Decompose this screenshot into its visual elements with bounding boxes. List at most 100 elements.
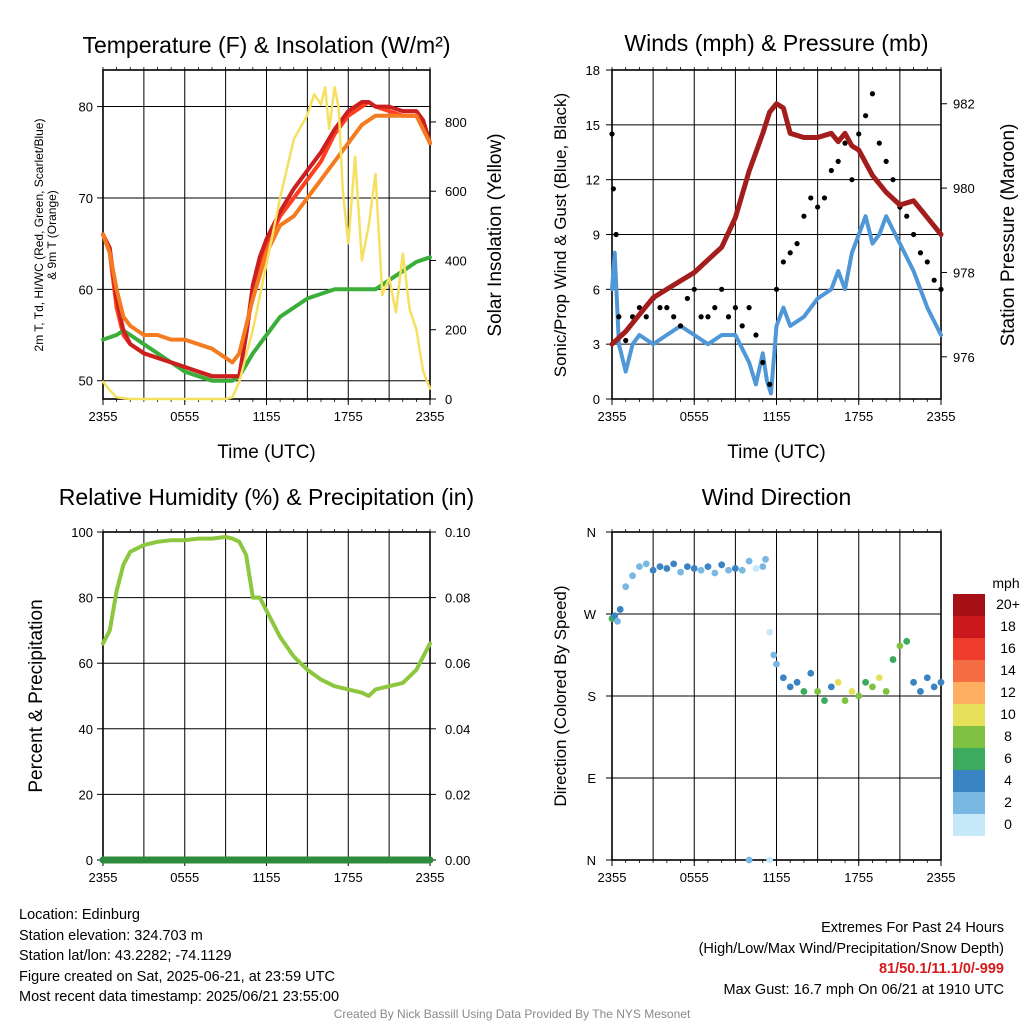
- gust-point: [684, 295, 690, 302]
- extremes-subtitle: (High/Low/Max Wind/Precipitation/Snow De…: [698, 940, 1004, 957]
- direction-point: [614, 617, 621, 625]
- legend-swatch: [953, 638, 985, 660]
- gust-point: [808, 195, 814, 201]
- direction-point: [683, 563, 691, 571]
- gust-point: [924, 259, 930, 265]
- direction-point: [670, 560, 678, 568]
- x-tick-label: 2355: [416, 870, 445, 885]
- y-axis-label-left: & 9m T (Orange): [45, 190, 59, 280]
- chart-title: Temperature (F) & Insolation (W/m²): [82, 32, 450, 58]
- direction-point: [773, 660, 780, 668]
- direction-point: [656, 563, 664, 571]
- max-gust: Max Gust: 16.7 mph On 06/21 at 1910 UTC: [723, 981, 1004, 998]
- credit-line: Created By Nick Bassill Using Data Provi…: [333, 1007, 691, 1021]
- y-tick-label-left: W: [584, 607, 597, 622]
- y-tick-label-left: 12: [586, 173, 600, 188]
- gust-point: [698, 314, 704, 320]
- direction-point: [834, 678, 842, 686]
- station-location: Location: Edinburg: [19, 907, 140, 923]
- y-tick-label-right: 0.04: [445, 722, 470, 737]
- direction-point: [779, 674, 787, 682]
- y-axis-label-right: Solar Insolation (Yellow): [485, 133, 506, 336]
- extremes-title: Extremes For Past 24 Hours: [821, 920, 1004, 936]
- direction-point: [917, 688, 924, 695]
- gust-point: [910, 231, 917, 238]
- y-tick-label-right: 978: [953, 265, 975, 280]
- x-tick-label: 2355: [89, 409, 118, 424]
- x-tick-label: 1155: [763, 409, 791, 424]
- y-tick-label-left: 70: [79, 191, 93, 206]
- y-tick-label-left: 18: [586, 63, 600, 78]
- x-tick-label: 1755: [844, 409, 873, 424]
- direction-point: [841, 697, 849, 704]
- y-tick-label-left: 60: [79, 282, 93, 297]
- series-line-solar-insolation: [101, 86, 432, 401]
- direction-point: [697, 566, 705, 574]
- chart-title: Relative Humidity (%) & Precipitation (i…: [59, 484, 474, 510]
- x-tick-label: 1755: [844, 870, 873, 885]
- station-latlon: Station lat/lon: 43.2282; -74.1129: [19, 948, 232, 964]
- direction-point: [766, 856, 774, 864]
- x-axis-label: Time (UTC): [217, 442, 316, 463]
- gust-point: [856, 131, 862, 137]
- direction-point: [622, 583, 630, 591]
- legend-swatch: [953, 660, 985, 682]
- gust-point: [780, 259, 786, 265]
- y-tick-label-left: 100: [71, 525, 93, 540]
- y-tick-label-left: S: [587, 689, 596, 704]
- direction-point: [745, 856, 753, 864]
- y-tick-label-right: 200: [445, 323, 467, 338]
- y-axis-label-left: Percent & Precipitation: [26, 599, 47, 792]
- legend-swatch: [953, 814, 985, 836]
- y-tick-label-left: 80: [79, 100, 93, 115]
- y-tick-label-right: 0.08: [445, 591, 470, 606]
- y-axis-label-left: 2m T, Td, HI/WC (Red, Green, Scarlet/Blu…: [32, 119, 46, 352]
- x-tick-label: 2355: [598, 870, 627, 885]
- series-line-hi-wc: [101, 100, 432, 379]
- y-tick-label-left: 15: [586, 118, 600, 133]
- x-tick-label: 0555: [680, 409, 709, 424]
- direction-point: [642, 560, 650, 568]
- direction-point: [882, 688, 890, 695]
- x-tick-label: 1155: [253, 870, 281, 885]
- legend-label: 20+: [996, 596, 1020, 612]
- gust-point: [787, 250, 793, 256]
- direction-point: [807, 669, 815, 677]
- gust-point: [610, 186, 616, 192]
- y-tick-label-left: 9: [593, 228, 600, 243]
- legend-title: mph: [992, 575, 1019, 591]
- figure-created: Figure created on Sat, 2025-06-21, at 23…: [19, 968, 335, 985]
- direction-point: [923, 674, 931, 682]
- legend-swatch: [953, 792, 985, 814]
- gust-point: [794, 241, 800, 247]
- y-tick-label-right: 0.10: [445, 525, 470, 540]
- y-tick-label-left: N: [587, 853, 596, 868]
- gust-point: [842, 140, 848, 146]
- direction-point: [827, 683, 835, 691]
- legend-swatch: [953, 616, 985, 638]
- gust-point: [760, 359, 766, 366]
- y-tick-label-right: 800: [445, 115, 467, 130]
- gust-point: [671, 314, 677, 320]
- direction-point: [800, 688, 808, 695]
- gust-point: [712, 305, 718, 311]
- x-tick-label: 2355: [416, 409, 445, 424]
- series-line-station-pressure: [609, 101, 944, 347]
- gust-point: [828, 167, 834, 174]
- direction-point: [718, 561, 726, 569]
- gust-point: [931, 277, 937, 283]
- y-tick-label-left: E: [587, 771, 596, 786]
- direction-point: [731, 565, 739, 572]
- direction-point: [616, 606, 624, 613]
- direction-point: [649, 566, 657, 574]
- gust-point: [739, 323, 745, 329]
- gust-point: [725, 314, 732, 320]
- direction-point: [711, 569, 719, 577]
- direction-point: [848, 688, 856, 695]
- direction-point: [930, 683, 938, 691]
- gust-point: [609, 131, 615, 137]
- gust-point: [677, 323, 684, 329]
- legend-label: 18: [1000, 618, 1016, 634]
- gust-point: [719, 286, 725, 292]
